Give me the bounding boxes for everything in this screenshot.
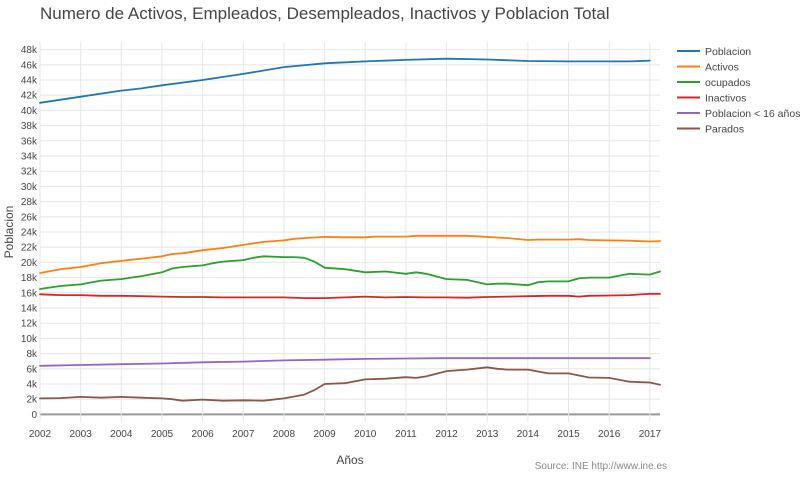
x-tick-label: 2011 <box>395 429 417 440</box>
y-tick-label: 8k <box>26 349 38 360</box>
y-tick-label: 22k <box>21 243 38 254</box>
y-tick-label: 12k <box>21 319 38 330</box>
x-axis-ticks: 2002 2003 2004 2005 2006 2007 2008 2009 2010 2011… <box>29 429 662 440</box>
chart-title: Numero de Activos, Empleados, Desemplead… <box>40 4 609 23</box>
y-tick-label: 30k <box>21 182 38 193</box>
x-tick-label: 2016 <box>598 429 621 440</box>
legend-item-inactivos[interactable]: Inactivos <box>677 92 746 104</box>
x-tick-label: 2003 <box>70 429 93 440</box>
legend-label: Inactivos <box>705 92 746 104</box>
legend-label: ocupados <box>705 77 751 89</box>
legend[interactable]: Poblacion Activos ocupados Inactivos Poblaci… <box>677 46 800 136</box>
x-axis-title: Años <box>336 453 363 467</box>
y-tick-label: 20k <box>21 258 38 269</box>
gridlines <box>39 42 660 422</box>
y-tick-label: 16k <box>21 288 38 299</box>
x-tick-label: 2015 <box>557 429 580 440</box>
legend-item-activos[interactable]: Activos <box>677 61 739 73</box>
y-tick-label: 48k <box>21 45 38 56</box>
legend-item-poblacion[interactable]: Poblacion <box>677 46 751 58</box>
x-tick-label: 2005 <box>151 429 174 440</box>
y-tick-label: 42k <box>21 91 38 102</box>
series-line-poblacion-16-a-os <box>39 357 651 367</box>
legend-item-ocupados[interactable]: ocupados <box>677 77 751 89</box>
y-axis-ticks: 0 2k 4k 6k 8k 10k 12k 14k 16k 18k 20k 22k 24k 26k 28k 3… <box>21 45 38 421</box>
legend-label: Poblacion <box>705 46 751 58</box>
series-line-ocupados <box>39 255 661 290</box>
x-tick-label: 2014 <box>517 429 540 440</box>
y-tick-label: 26k <box>21 212 38 223</box>
y-tick-label: 0 <box>31 410 37 421</box>
x-tick-label: 2002 <box>29 429 52 440</box>
y-tick-label: 4k <box>26 380 38 391</box>
series-line-activos <box>39 234 661 274</box>
y-tick-label: 10k <box>21 334 38 345</box>
x-tick-label: 2007 <box>232 429 255 440</box>
source-note: Source: INE http://www.ine.es <box>535 461 667 472</box>
y-tick-label: 24k <box>21 228 38 239</box>
y-tick-label: 2k <box>26 395 38 406</box>
legend-label: Parados <box>705 123 744 135</box>
y-tick-label: 32k <box>21 167 38 178</box>
x-tick-label: 2012 <box>435 429 458 440</box>
y-tick-label: 18k <box>21 273 38 284</box>
series-lines <box>39 57 661 402</box>
series-line-poblacion <box>39 57 651 104</box>
x-tick-label: 2006 <box>191 429 214 440</box>
y-tick-label: 46k <box>21 60 38 71</box>
legend-label: Activos <box>705 61 739 73</box>
legend-item-parados[interactable]: Parados <box>677 123 744 135</box>
y-tick-label: 44k <box>21 76 38 87</box>
y-tick-label: 38k <box>21 121 38 132</box>
legend-item-poblacion-16-a-os[interactable]: Poblacion < 16 años <box>677 108 800 120</box>
y-tick-label: 14k <box>21 304 38 315</box>
x-tick-label: 2017 <box>639 429 662 440</box>
y-tick-label: 40k <box>21 106 38 117</box>
y-tick-label: 6k <box>26 364 38 375</box>
x-tick-label: 2013 <box>476 429 499 440</box>
y-tick-label: 34k <box>21 152 38 163</box>
y-tick-label: 36k <box>21 136 38 147</box>
x-tick-label: 2008 <box>273 429 296 440</box>
series-line-parados <box>39 366 661 402</box>
y-axis-title: Poblacion <box>2 206 16 259</box>
x-tick-label: 2010 <box>354 429 377 440</box>
series-line-inactivos <box>39 293 661 299</box>
y-tick-label: 28k <box>21 197 38 208</box>
x-tick-label: 2004 <box>110 429 133 440</box>
x-tick-label: 2009 <box>313 429 336 440</box>
legend-label: Poblacion < 16 años <box>705 108 800 120</box>
